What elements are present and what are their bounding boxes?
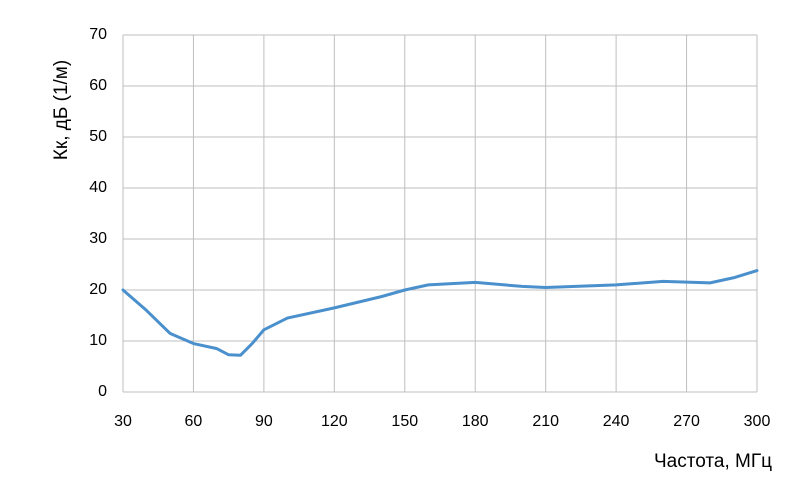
x-tick-label: 30	[114, 413, 132, 430]
data-line	[121, 269, 759, 357]
y-axis-label: Кк, дБ (1/м)	[51, 60, 72, 160]
y-tick-label: 20	[89, 281, 107, 298]
y-tick-label: 40	[89, 179, 107, 196]
x-tick-label: 120	[321, 413, 348, 430]
x-tick-label: 150	[391, 413, 418, 430]
y-tick-label: 0	[98, 383, 107, 400]
y-tick-label: 50	[89, 128, 107, 145]
x-tick-label: 180	[462, 413, 489, 430]
x-tick-label: 90	[255, 413, 273, 430]
x-axis-label: Частота, МГц	[654, 451, 772, 472]
y-tick-label: 70	[89, 26, 107, 43]
y-tick-label: 30	[89, 230, 107, 247]
x-tick-label: 300	[744, 413, 771, 430]
x-tick-label: 210	[532, 413, 559, 430]
x-tick-label: 240	[603, 413, 630, 430]
x-tick-label: 270	[673, 413, 700, 430]
y-tick-label: 60	[89, 77, 107, 94]
x-tick-label: 60	[185, 413, 203, 430]
y-tick-label: 10	[89, 332, 107, 349]
